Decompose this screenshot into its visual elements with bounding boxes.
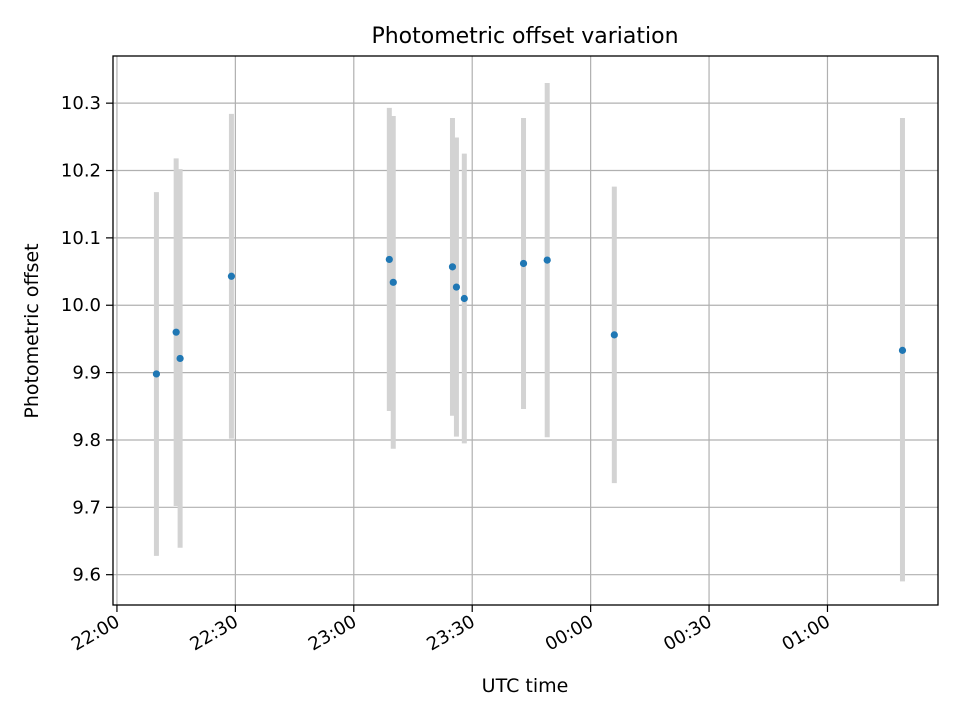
y-tick-label: 10.0 <box>61 295 101 316</box>
data-point <box>227 272 236 280</box>
x-tick-label: 22:00 <box>68 611 123 655</box>
y-axis-label: Photometric offset <box>21 243 43 418</box>
data-point <box>898 346 907 354</box>
y-tick-label: 9.9 <box>72 363 101 384</box>
data-point <box>152 370 161 378</box>
plot-frame <box>112 55 939 606</box>
data-point <box>610 331 618 339</box>
x-tick-label: 01:00 <box>779 611 834 655</box>
y-tick-label: 10.1 <box>61 228 101 249</box>
chart-title: Photometric offset variation <box>371 24 678 49</box>
y-tick-label: 10.3 <box>61 93 101 114</box>
x-tick-label: 00:30 <box>660 611 715 655</box>
x-tick-label: 23:30 <box>423 611 478 655</box>
y-axis-ticks: 9.6 9.7 9.8 9.9 10.0 10.1 10.2 10.3 <box>61 93 113 586</box>
data-point <box>389 278 397 286</box>
data-point <box>452 283 461 291</box>
data-point <box>385 255 393 264</box>
x-tick-label: 23:00 <box>305 611 360 655</box>
data-point <box>543 256 551 264</box>
y-tick-label: 10.2 <box>61 161 101 182</box>
x-tick-label: 00:00 <box>542 611 597 655</box>
data-point <box>460 294 468 303</box>
y-tick-label: 9.7 <box>72 497 101 518</box>
error-bars <box>153 82 905 582</box>
y-tick-label: 9.8 <box>72 430 101 451</box>
data-point <box>519 259 528 268</box>
data-point <box>172 328 180 336</box>
y-tick-label: 9.6 <box>72 565 101 586</box>
x-tick-label: 22:30 <box>186 611 241 655</box>
x-axis-label: UTC time <box>482 675 569 697</box>
data-points <box>152 255 907 378</box>
x-axis-ticks: 22:00 22:30 23:00 23:30 00:00 00:30 01:00 <box>68 605 834 655</box>
data-point <box>448 263 457 271</box>
data-point <box>176 354 184 363</box>
